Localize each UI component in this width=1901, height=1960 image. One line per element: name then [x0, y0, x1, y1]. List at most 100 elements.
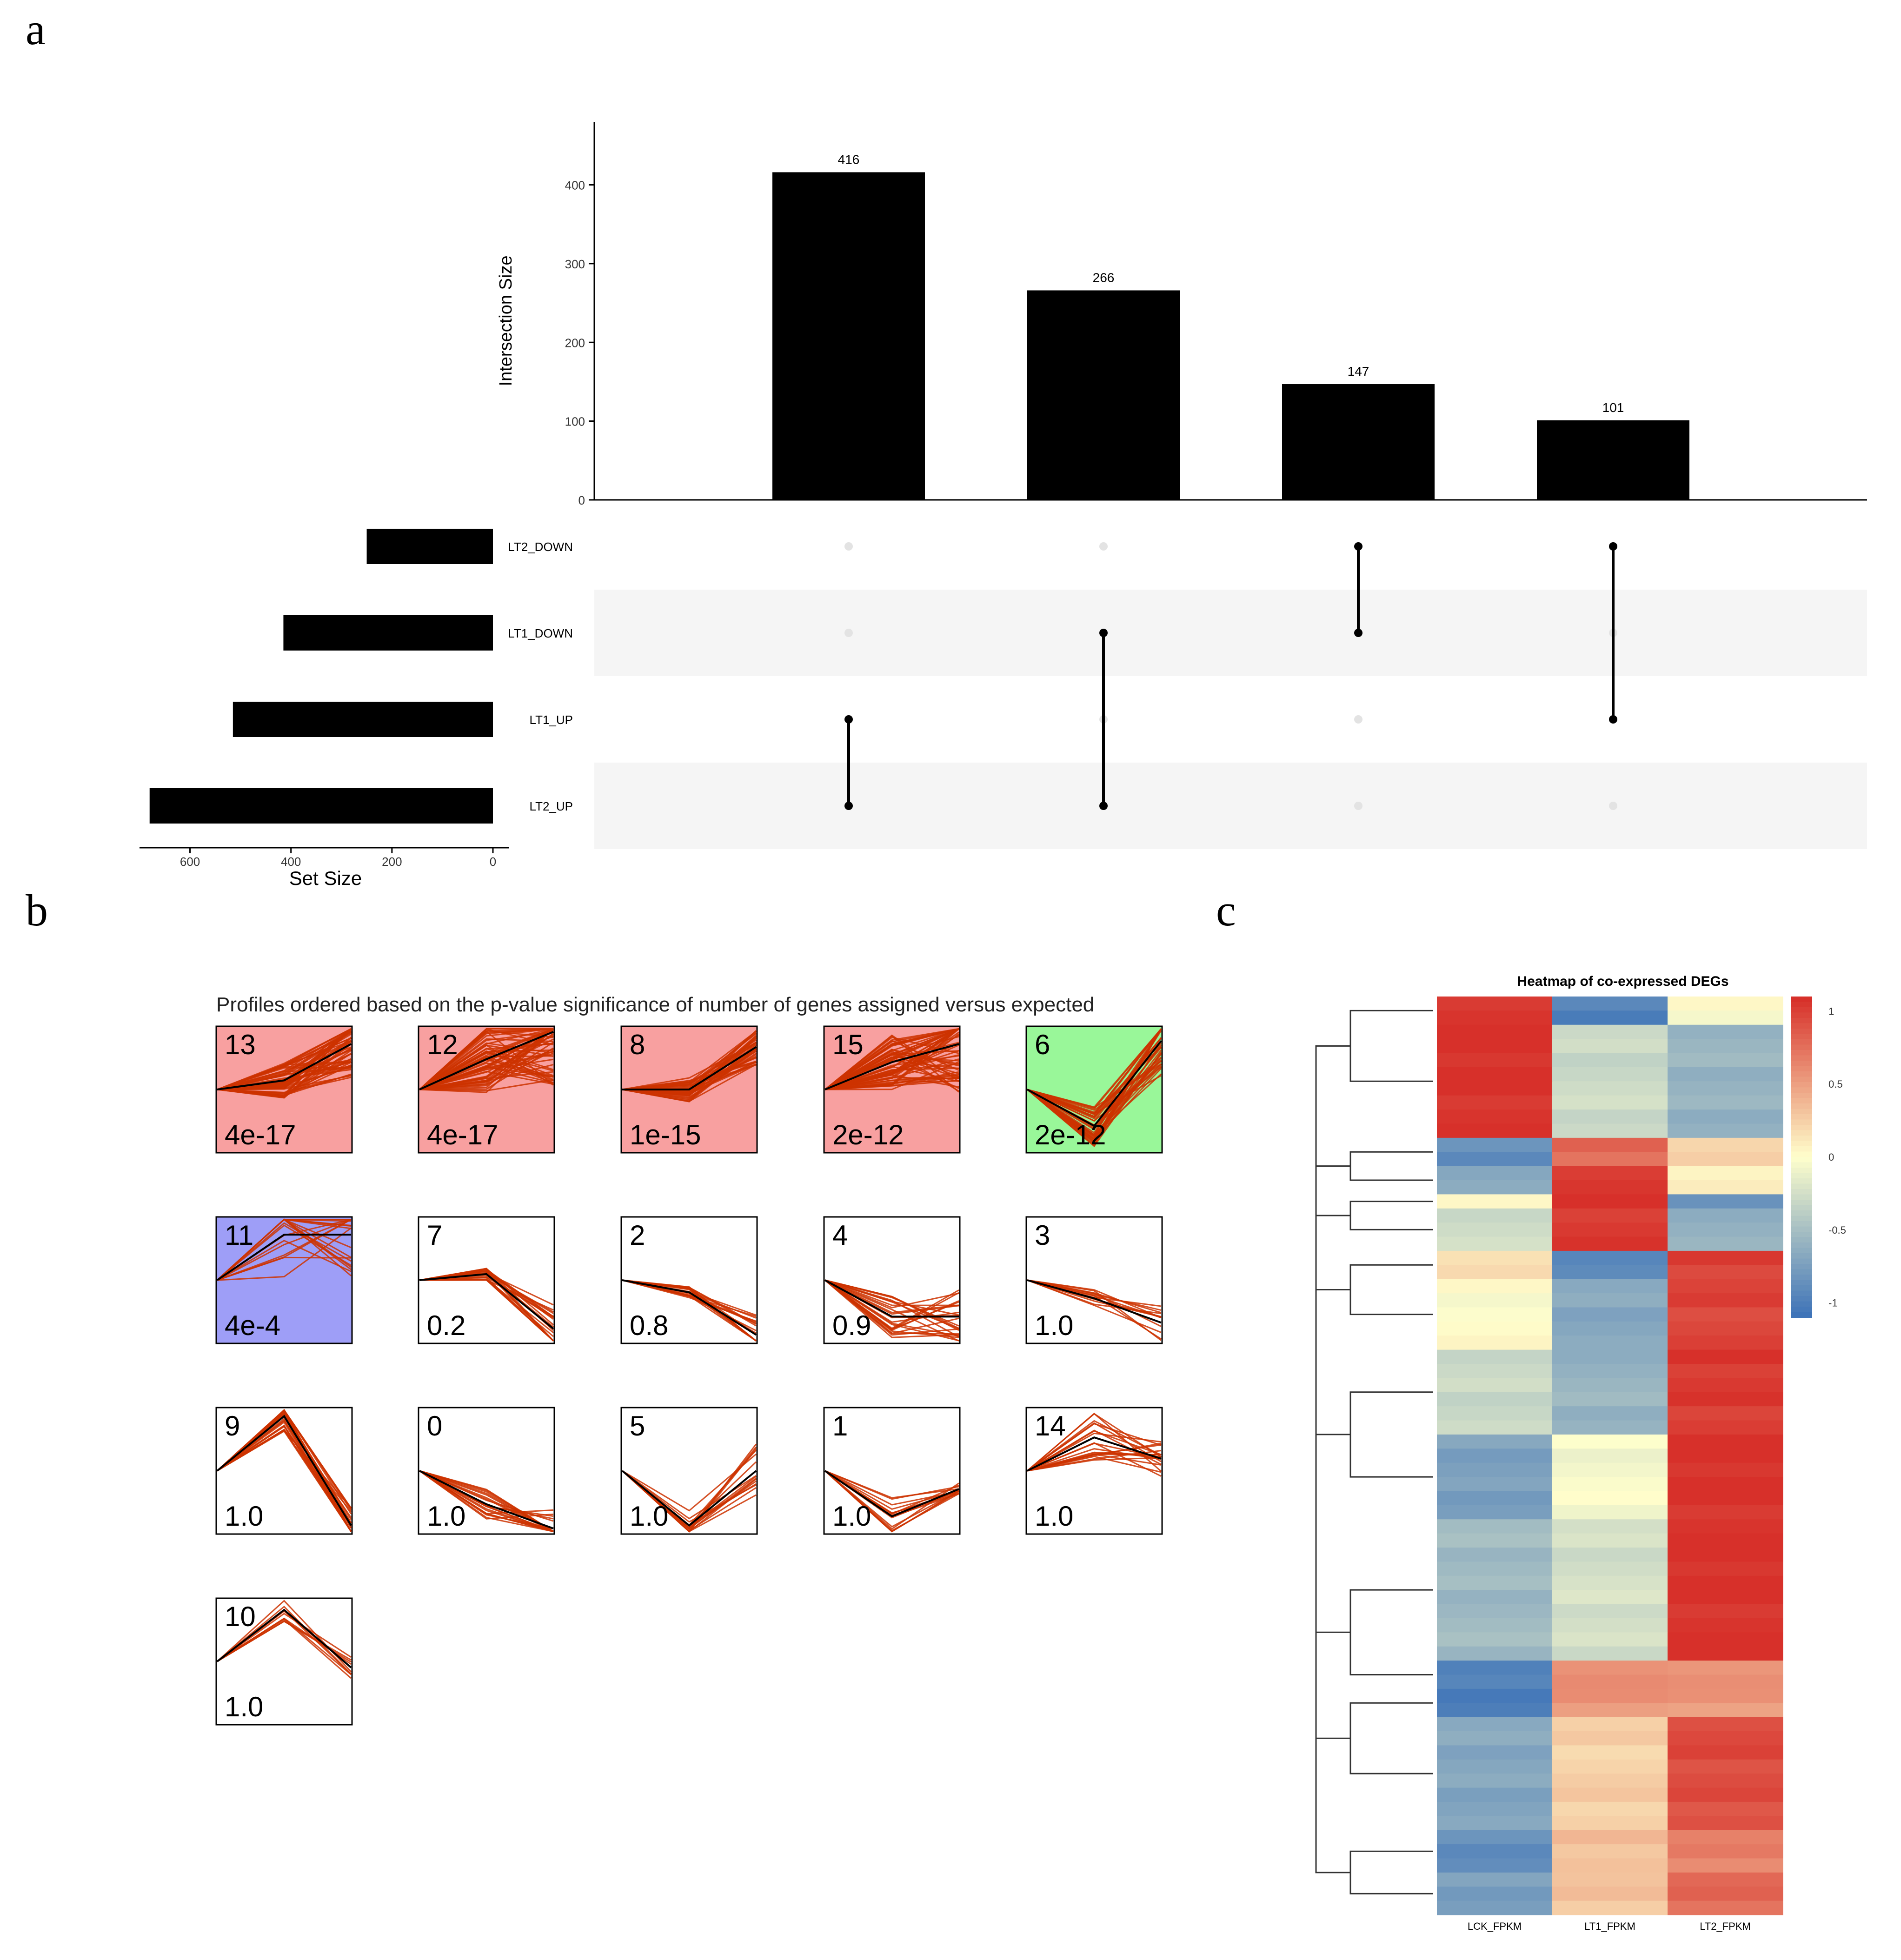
heatmap-cell — [1552, 1024, 1668, 1039]
gene-profile-line — [824, 1028, 959, 1090]
gene-profile-line — [824, 1063, 959, 1090]
gene-profile-line — [824, 1470, 959, 1533]
gene-profile-line — [824, 1077, 959, 1090]
profile-id-label: 4 — [832, 1220, 848, 1251]
heatmap-cell — [1437, 1844, 1553, 1859]
gene-profile-line — [1027, 1279, 1162, 1333]
gene-profile-line — [217, 1613, 352, 1662]
heatmap-cell — [1437, 1533, 1553, 1548]
gene-profile-line — [1027, 1449, 1162, 1472]
gene-profile-line — [824, 1028, 959, 1090]
heatmap-cell — [1437, 1236, 1553, 1251]
heatmap-cell — [1668, 1279, 1783, 1294]
heatmap-cell — [1552, 1887, 1668, 1901]
colorbar-segment — [1791, 1237, 1812, 1243]
heatmap-cell — [1552, 1872, 1668, 1887]
heatmap-cell — [1552, 1491, 1668, 1506]
colorbar-segment — [1791, 1168, 1812, 1174]
heatmap-cell — [1668, 1731, 1783, 1746]
profile-mean-line — [419, 1031, 554, 1090]
profile-pvalue-label: 0.8 — [630, 1310, 668, 1341]
profile-box-5: 51.0 — [620, 1407, 758, 1535]
colorbar-segment — [1791, 1141, 1812, 1147]
membership-dot-empty — [1099, 542, 1108, 551]
profile-id-label: 0 — [427, 1410, 442, 1442]
heatmap-cell — [1668, 1872, 1783, 1887]
gene-profile-line — [419, 1050, 554, 1090]
heatmap-cell — [1437, 1618, 1553, 1633]
profile-mean-line — [621, 1470, 757, 1527]
colorbar-tick-label: -0.5 — [1828, 1224, 1846, 1236]
profile-mean-line — [216, 1415, 352, 1526]
heatmap-column-label: LT1_FPKM — [1584, 1920, 1635, 1932]
set-size-bar — [233, 702, 493, 737]
heatmap-cell — [1668, 1250, 1783, 1265]
colorbar-segment — [1791, 1312, 1812, 1318]
profile-id-label: 12 — [427, 1029, 458, 1060]
gene-profile-line — [419, 1028, 554, 1090]
heatmap-cell — [1437, 1392, 1553, 1407]
colorbar-segment — [1791, 1248, 1812, 1254]
gene-profile-line — [622, 1279, 757, 1342]
colorbar-tick-label: 1 — [1828, 1005, 1834, 1017]
heatmap-cell — [1668, 1110, 1783, 1124]
heatmap-cell — [1552, 997, 1668, 1011]
profiles-title: Profiles ordered based on the p-value si… — [216, 993, 1094, 1016]
heatmap-cell — [1668, 1081, 1783, 1096]
profile-box-0: 01.0 — [418, 1407, 555, 1535]
set-name-label: LT1_DOWN — [508, 626, 573, 640]
profile-pvalue-label: 2e-12 — [832, 1119, 904, 1150]
heatmap-cell — [1437, 1590, 1553, 1605]
heatmap-cell — [1552, 1774, 1668, 1788]
gene-profile-line — [217, 1219, 352, 1281]
heatmap-cell — [1668, 1137, 1783, 1152]
gene-profile-line — [217, 1619, 352, 1679]
profile-box-1: 11.0 — [823, 1407, 961, 1535]
heatmap-cell — [1552, 1378, 1668, 1393]
heatmap-cell — [1437, 1321, 1553, 1336]
gene-profile-line — [824, 1470, 959, 1499]
heatmap-cell — [1668, 1462, 1783, 1477]
heatmap-cell — [1552, 1208, 1668, 1223]
heatmap-cell — [1668, 1039, 1783, 1054]
colorbar-segment — [1791, 1173, 1812, 1179]
profile-id-label: 14 — [1035, 1410, 1066, 1442]
heatmap-cell — [1437, 1858, 1553, 1873]
heatmap-cell — [1552, 1123, 1668, 1138]
heatmap-cell — [1437, 1872, 1553, 1887]
intersection-bar — [772, 172, 925, 500]
gene-profile-line — [419, 1053, 554, 1090]
heatmap-cell — [1668, 1053, 1783, 1068]
heatmap-cell — [1668, 1434, 1783, 1449]
heatmap-cell — [1552, 1830, 1668, 1845]
heatmap-cell — [1668, 1166, 1783, 1181]
colorbar-segment — [1791, 1285, 1812, 1291]
heatmap-cell — [1552, 1250, 1668, 1265]
heatmap-cell — [1437, 997, 1553, 1011]
heatmap-cell — [1437, 1505, 1553, 1520]
gene-profile-line — [1027, 1430, 1162, 1472]
profile-background — [620, 1407, 758, 1535]
colorbar-segment — [1791, 1290, 1812, 1296]
heatmap-cell — [1437, 1166, 1553, 1181]
gene-profile-line — [1027, 1028, 1162, 1117]
dendrogram-branch — [1349, 1391, 1433, 1478]
heatmap-cell — [1552, 1759, 1668, 1774]
heatmap-cell — [1552, 1364, 1668, 1378]
panel-label-c: c — [1216, 885, 1236, 935]
heatmap-cell — [1437, 1646, 1553, 1661]
heatmap-cell — [1437, 1406, 1553, 1421]
heatmap-cell — [1437, 1731, 1553, 1746]
profile-pvalue-label: 1.0 — [832, 1501, 871, 1532]
heatmap-cell — [1668, 1491, 1783, 1506]
profile-pvalue-label: 4e-17 — [225, 1119, 296, 1150]
heatmap-cell — [1552, 1801, 1668, 1816]
heatmap-cell — [1668, 1816, 1783, 1831]
stem-profile-grid: Profiles ordered based on the p-value si… — [215, 993, 1163, 1726]
bar-value-label: 147 — [1348, 364, 1369, 379]
profile-id-label: 9 — [225, 1410, 240, 1442]
heatmap-cell — [1437, 1420, 1553, 1435]
heatmap-cell — [1668, 1349, 1783, 1364]
heatmap-cell — [1437, 1067, 1553, 1082]
heatmap-cell — [1552, 1180, 1668, 1195]
